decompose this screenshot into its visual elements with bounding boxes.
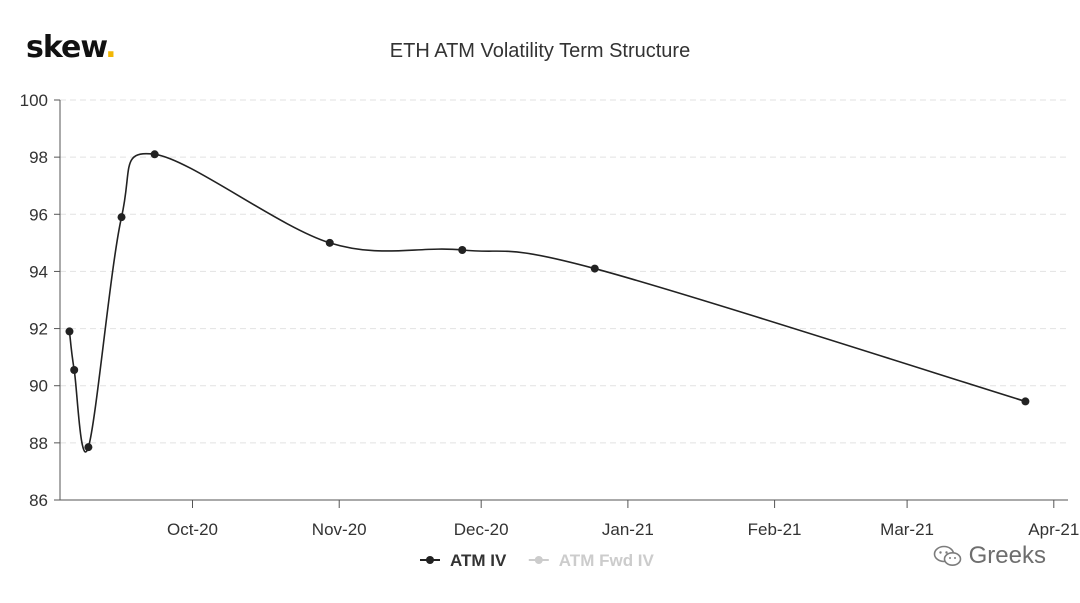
series-layer [65, 150, 1030, 453]
y-tick-label: 100 [20, 91, 48, 110]
y-tick-label: 94 [29, 262, 48, 281]
y-tick-label: 88 [29, 434, 48, 453]
brand-name: skew [26, 30, 106, 65]
legend-label: ATM IV [450, 551, 507, 570]
x-tick-label: Oct-20 [167, 520, 218, 539]
data-point [70, 366, 79, 374]
brand-logo: skew. [26, 30, 117, 65]
legend-item: ATM Fwd IV [528, 551, 655, 570]
x-tick-label: Mar-21 [880, 520, 934, 539]
grid-lines [60, 99, 1068, 444]
x-tick-label: Apr-21 [1028, 520, 1079, 539]
data-point [1021, 397, 1030, 406]
legend: ATM IV ATM Fwd IV [420, 551, 655, 570]
data-point [590, 264, 599, 273]
series-line-atm-iv [68, 152, 1026, 453]
legend-label: ATM Fwd IV [559, 551, 655, 570]
y-tick-label: 92 [29, 320, 48, 339]
y-tick-label: 90 [29, 377, 48, 396]
x-axis-ticks: Oct-20 Nov-20 Dec-20 Jan-21 Feb-21 Mar-21 Apr-… [167, 500, 1079, 539]
data-point [458, 246, 467, 254]
axes [59, 100, 1068, 501]
watermark-text: Greeks [968, 542, 1046, 569]
legend-marker [534, 556, 543, 564]
x-tick-label: Dec-20 [454, 520, 509, 539]
brand-dot: . [105, 30, 116, 65]
watermark: Greeks [933, 542, 1046, 570]
data-point [150, 150, 159, 159]
data-point [65, 327, 74, 336]
x-tick-label: Jan-21 [602, 520, 654, 539]
x-tick-label: Feb-21 [748, 520, 802, 539]
data-point [325, 238, 334, 247]
y-tick-label: 98 [29, 148, 48, 167]
chart-title: ETH ATM Volatility Term Structure [389, 40, 691, 62]
x-tick-label: Nov-20 [312, 520, 367, 539]
legend-marker [426, 556, 434, 564]
y-tick-label: 86 [29, 491, 48, 510]
wechat-icon [933, 545, 961, 566]
data-point [117, 213, 126, 222]
y-tick-label: 96 [29, 205, 48, 224]
data-point [84, 443, 93, 452]
legend-item: ATM IV [420, 551, 507, 570]
y-axis-ticks: 86 88 90 92 94 96 98 100 [20, 91, 60, 510]
